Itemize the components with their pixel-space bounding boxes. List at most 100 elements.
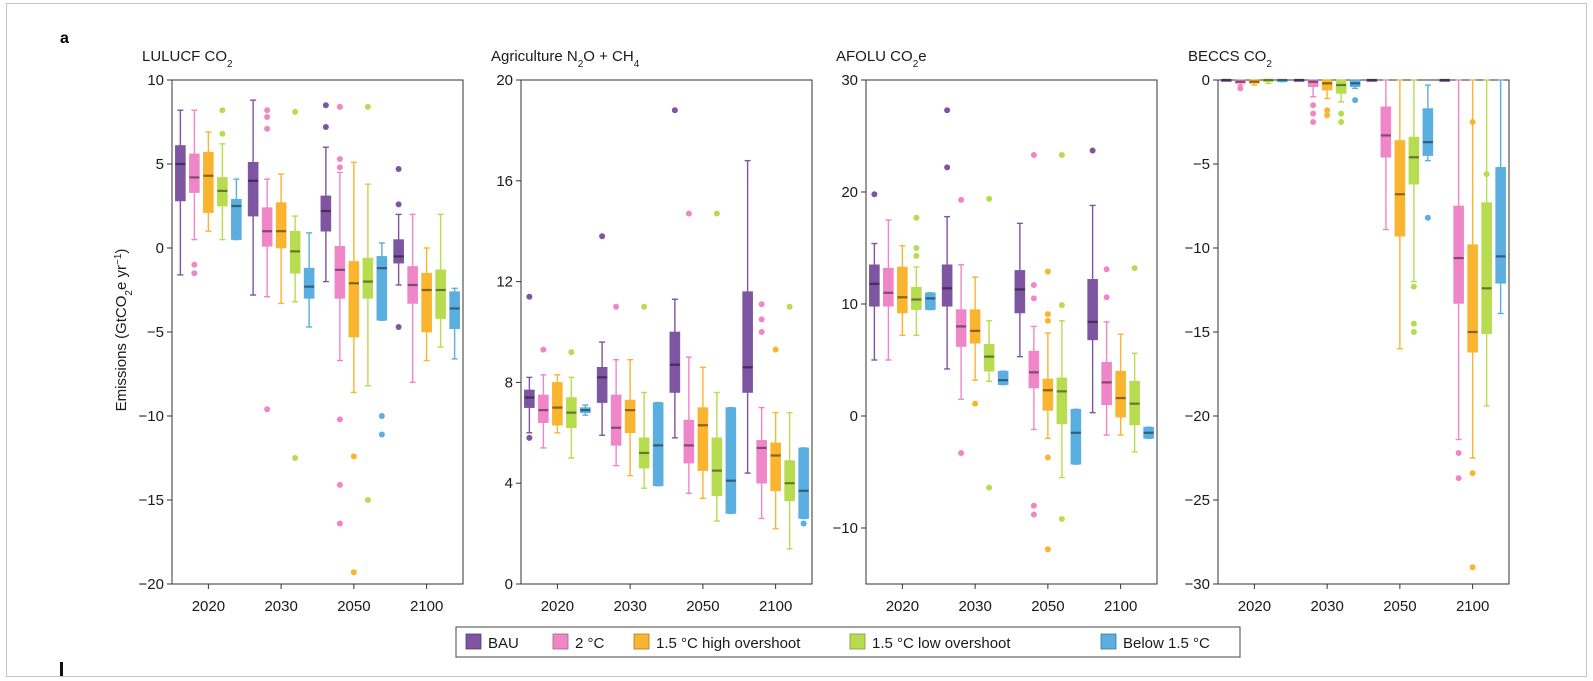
outlier-point [1089,147,1096,154]
y-tick-label: 8 [505,374,513,391]
x-tick-label: 2030 [613,598,646,615]
outlier-point [1103,266,1110,273]
box [175,145,186,202]
box [261,207,273,247]
box [1307,79,1319,88]
outlier-point [913,245,920,251]
outlier-point [1044,454,1051,461]
outlier-point [613,303,620,310]
y-tick-label: 5 [156,156,164,173]
outlier-point [1455,449,1462,456]
outlier-point [1237,85,1244,92]
x-tick-label: 2100 [759,598,792,615]
box [1028,350,1040,389]
x-tick-label: 2050 [337,598,370,615]
outlier-point [713,210,720,217]
outlier-point [800,520,807,527]
box [1422,108,1434,156]
y-tick-label: 4 [505,475,513,492]
outlier-point [986,195,993,202]
outlier-point [264,406,271,413]
box [725,407,737,514]
y-tick-label: 0 [156,240,164,257]
outlier-point [336,416,343,423]
y-tick-label: 0 [1202,72,1210,89]
outlier-point [1324,112,1331,119]
box [1408,136,1420,185]
y-tick-label: −30 [1185,576,1210,593]
box [969,309,981,344]
outlier-point [219,130,226,137]
outlier-point [1324,107,1331,114]
outlier-point [1352,97,1359,104]
box [1380,106,1392,158]
box [334,246,346,299]
legend-swatch [552,633,569,650]
outlier-point [1469,564,1476,571]
outlier-point [641,303,648,310]
outlier-point [1044,268,1051,275]
box [711,437,723,497]
box [697,407,709,471]
outlier-point [1469,470,1476,477]
outlier-point [336,155,343,162]
box [652,402,664,487]
outlier-point [1310,110,1317,117]
box [231,198,242,240]
outlier-point [1455,475,1462,482]
outlier-point [1310,119,1317,125]
legend: BAU 2 °C 1.5 °C high overshoot 1.5 °C low o… [455,626,1241,658]
box [1321,79,1333,91]
chart-title: Agriculture N2O + CH4 [491,48,640,70]
x-tick-label: 2020 [541,598,574,615]
legend-label: BAU [488,635,519,652]
outlier-point [1483,171,1490,178]
legend-label: 2 °C [575,635,605,652]
y-tick-label: −10 [1185,240,1210,257]
outlier-point [599,233,606,240]
outlier-point [1044,311,1051,318]
box [247,162,259,217]
plot-frame [520,79,813,585]
x-tick-label: 2030 [264,598,297,615]
outlier-point [1338,119,1345,125]
box [1115,370,1126,418]
outlier-point [1058,516,1065,523]
legend-swatch [1100,633,1117,650]
outlier-point [972,400,979,407]
outlier-point [336,520,343,527]
outlier-point [395,323,402,330]
outlier-point [292,455,299,461]
box [742,291,753,393]
box [189,153,200,193]
outlier-point [395,166,402,173]
next-panel-stub [60,662,63,676]
box [997,370,1009,385]
box [798,447,809,519]
x-tick-label: 2100 [410,598,443,615]
outlier-point [1424,214,1431,221]
box [1467,244,1478,353]
x-tick-label: 2100 [1104,598,1137,615]
outlier-point [1410,320,1417,327]
legend-swatch [849,633,866,650]
box [869,264,880,307]
outlier-point [378,431,385,438]
outlier-point [1030,502,1037,509]
outlier-point [1131,265,1138,272]
outlier-point [944,107,951,114]
x-tick-label: 2100 [1456,598,1489,615]
outlier-point [526,434,533,441]
outlier-point [913,252,920,259]
box [421,272,432,333]
y-tick-label: 30 [841,72,858,89]
box [610,394,622,446]
y-tick-label: −10 [139,408,164,425]
outlier-point [1469,119,1476,125]
outlier-point [1044,546,1051,553]
legend-label: 1.5 °C high overshoot [656,635,801,652]
outlier-point [350,453,357,460]
box [1394,140,1406,237]
